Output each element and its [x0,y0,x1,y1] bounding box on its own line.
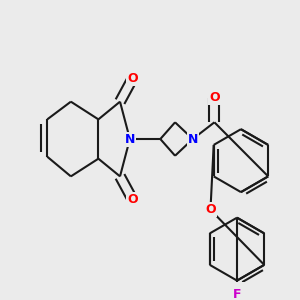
Text: N: N [125,133,135,146]
Text: F: F [233,288,241,300]
Text: O: O [128,72,138,85]
Text: N: N [188,133,198,146]
Text: O: O [209,91,220,104]
Text: O: O [128,194,138,206]
Text: O: O [205,203,216,216]
